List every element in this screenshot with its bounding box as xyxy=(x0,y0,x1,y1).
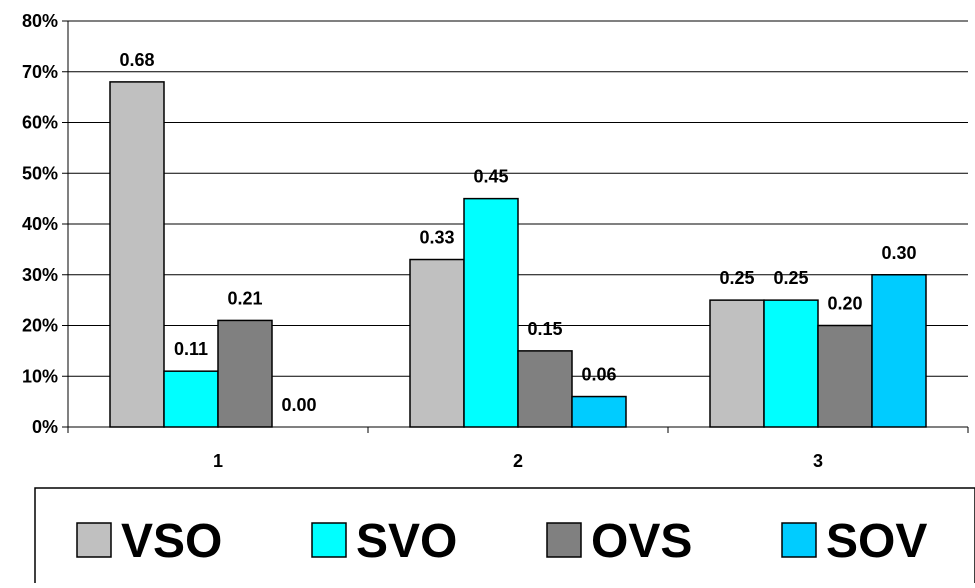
data-label: 0.20 xyxy=(827,294,862,314)
x-tick-labels: 1 2 3 xyxy=(213,451,823,471)
data-labels: 0.68 0.11 0.21 0.00 0.33 0.45 0.15 0.06 0.25 0.25… xyxy=(119,50,916,415)
data-label: 0.25 xyxy=(773,268,808,288)
data-label: 0.45 xyxy=(473,167,508,187)
legend: VSO SVO OVS SOV xyxy=(34,487,975,588)
legend-swatch-svo xyxy=(311,522,347,558)
legend-label-sov: SOV xyxy=(826,515,927,568)
bar-ovs xyxy=(517,350,573,428)
bars xyxy=(109,81,927,428)
y-tick-label: 0% xyxy=(32,417,58,437)
legend-swatch-sov xyxy=(781,522,817,558)
y-tick-label: 10% xyxy=(22,366,58,386)
bar-svo xyxy=(163,370,219,428)
bar-sov xyxy=(571,395,627,428)
data-label: 0.21 xyxy=(227,288,262,308)
data-label: 0.15 xyxy=(527,319,562,339)
y-tick-label: 60% xyxy=(22,113,58,133)
y-tick-label: 20% xyxy=(22,316,58,336)
x-tick-label: 3 xyxy=(813,451,823,471)
data-label: 0.11 xyxy=(174,339,208,359)
legend-label-ovs: OVS xyxy=(591,515,692,568)
legend-label-vso: VSO xyxy=(121,515,222,568)
legend-swatch-vso xyxy=(76,522,112,558)
y-tick-label: 50% xyxy=(22,163,58,183)
bar-vso xyxy=(109,81,165,428)
x-tick-label: 1 xyxy=(213,451,223,471)
data-label: 0.00 xyxy=(281,395,316,415)
bar-svo xyxy=(763,299,819,428)
bar-sov xyxy=(871,274,927,428)
data-label: 0.25 xyxy=(719,268,754,288)
y-tick-label: 40% xyxy=(22,214,58,234)
data-label: 0.33 xyxy=(419,228,454,248)
y-tick-label: 70% xyxy=(22,62,58,82)
data-label: 0.68 xyxy=(119,50,154,70)
bar-vso xyxy=(409,258,465,428)
y-tick-labels: 0% 10% 20% 30% 40% 50% 60% 70% 80% xyxy=(22,11,58,437)
bar-svo xyxy=(463,197,519,428)
bar-ovs xyxy=(817,324,873,428)
legend-swatch-ovs xyxy=(546,522,582,558)
data-label: 0.30 xyxy=(881,243,916,263)
x-tick-label: 2 xyxy=(513,451,523,471)
legend-label-svo: SVO xyxy=(356,515,457,568)
bar-ovs xyxy=(217,319,273,428)
data-label: 0.06 xyxy=(581,365,616,385)
y-tick-label: 80% xyxy=(22,11,58,31)
y-tick-label: 30% xyxy=(22,265,58,285)
bar-vso xyxy=(709,299,765,428)
